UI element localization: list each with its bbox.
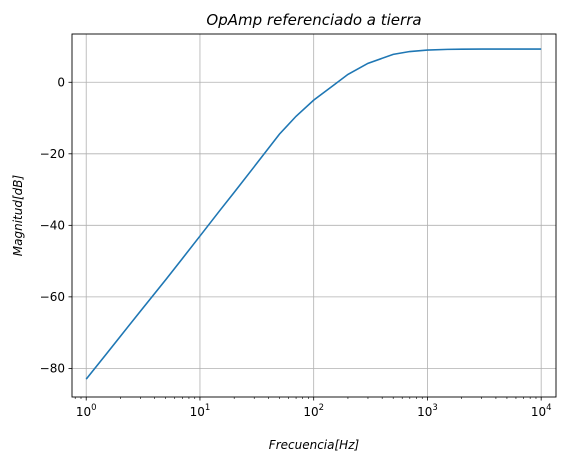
x-tick-label: 104: [531, 403, 552, 419]
grid: [72, 34, 556, 397]
x-tick-label: 101: [190, 403, 211, 419]
y-tick-label: −80: [40, 361, 65, 375]
x-axis-ticks: 100 101 102 103 104: [74, 397, 552, 419]
x-axis-label: Frecuencia[Hz]: [269, 438, 360, 452]
y-tick-label: −60: [40, 290, 65, 304]
chart-title: OpAmp referenciado a tierra: [206, 11, 421, 29]
x-tick-label: 102: [303, 403, 324, 419]
series-line: [85, 48, 542, 380]
y-tick-label: −40: [40, 218, 65, 232]
y-tick-label: 0: [57, 75, 65, 89]
y-tick-label: −20: [40, 147, 65, 161]
y-axis-ticks: 0 −20 −40 −60 −80: [40, 75, 72, 375]
x-tick-label: 100: [76, 403, 97, 419]
x-tick-label: 103: [417, 403, 438, 419]
y-axis-label: Magnitud[dB]: [11, 174, 25, 256]
